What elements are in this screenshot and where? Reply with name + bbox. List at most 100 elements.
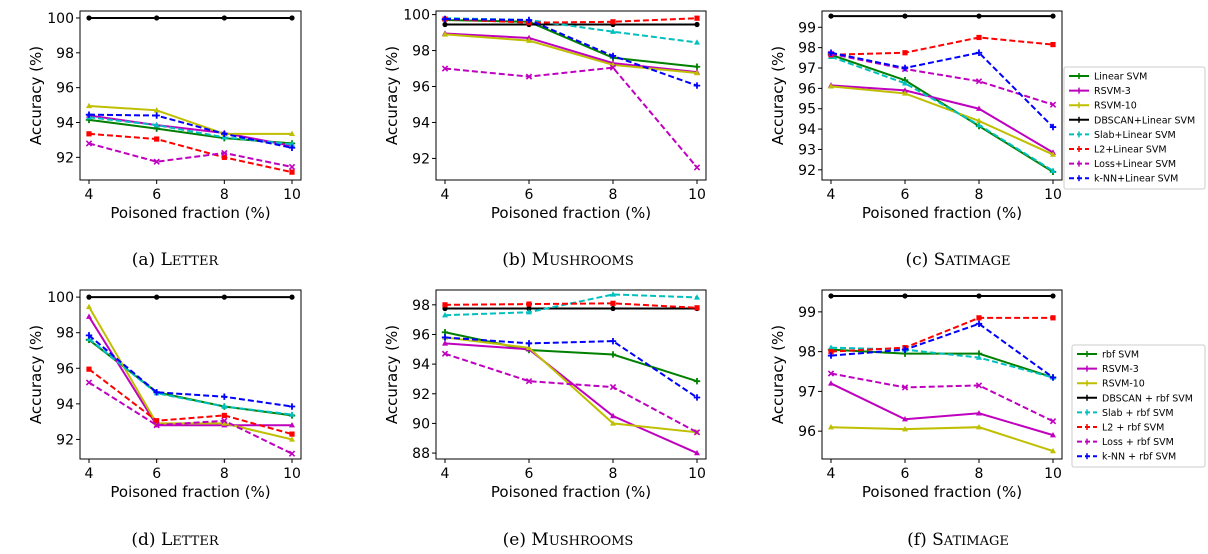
data-point-marker (902, 90, 908, 96)
x-tick-label: 4 (827, 187, 836, 203)
legend-label: L2+Linear SVM (1094, 145, 1167, 156)
series-6 (86, 131, 295, 175)
data-point-marker (1049, 101, 1057, 108)
y-tick-label: 96 (412, 327, 430, 343)
data-point-marker (153, 158, 160, 165)
data-point-marker (442, 312, 448, 318)
data-point-marker (976, 354, 982, 360)
data-point-marker (85, 111, 93, 118)
legend-entry: RSVM-10 (1077, 379, 1145, 390)
data-point-marker (976, 105, 982, 111)
legend-label: RSVM-10 (1094, 101, 1137, 112)
data-point-marker (693, 63, 701, 70)
data-point-marker (976, 315, 982, 321)
data-point-marker (1050, 13, 1056, 19)
series-7 (441, 350, 701, 436)
data-point-marker (221, 130, 228, 138)
data-point-marker (221, 420, 228, 426)
data-point-marker (86, 294, 92, 300)
series-4 (86, 15, 295, 21)
y-tick-label: 98 (56, 46, 74, 62)
data-point-marker (1049, 123, 1057, 131)
series-line (88, 316, 292, 427)
legend-box (1071, 344, 1206, 468)
y-tick-label: 94 (412, 115, 430, 131)
data-point-marker (289, 169, 295, 175)
x-tick-label: 10 (1044, 466, 1062, 482)
x-tick-label: 4 (441, 466, 450, 482)
y-tick-label: 98 (798, 41, 816, 57)
data-point-marker (976, 293, 982, 299)
data-point-marker (902, 13, 908, 19)
legend-entry: k-NN + rbf SVM (1077, 452, 1176, 463)
y-tick-label: 92 (56, 150, 74, 166)
series-line (830, 372, 1054, 423)
subplot-caption: (e) MUSHROOMS (503, 530, 634, 550)
data-point-marker (609, 351, 617, 358)
data-point-marker (693, 82, 701, 89)
series-line (444, 18, 698, 68)
legend-label: Slab+Linear SVM (1094, 130, 1176, 141)
data-point-marker (1049, 374, 1057, 381)
series-7 (85, 379, 296, 457)
plot-frame (435, 289, 707, 460)
series-line (830, 84, 1054, 154)
x-tick-label: 4 (85, 187, 94, 203)
data-point-marker (1049, 418, 1057, 425)
legend-label: DBSCAN+Linear SVM (1094, 115, 1195, 126)
subplot-3: 92 93 94 95 96 97 98 99 4 6 8 10 Poisoned fraction (… (769, 10, 1063, 270)
legend-label: Linear SVM (1094, 72, 1147, 83)
data-point-marker (975, 49, 983, 56)
y-tick-label: 98 (798, 345, 816, 361)
data-point-marker (86, 366, 92, 372)
series-line (444, 331, 698, 383)
x-axis-label: Poisoned fraction (%) (110, 204, 270, 222)
series-5 (442, 291, 700, 318)
data-point-marker (1050, 151, 1056, 157)
y-tick-label: 90 (412, 416, 430, 432)
series-line (444, 66, 698, 169)
series-3 (828, 83, 1056, 157)
series-line (444, 302, 698, 309)
legend-entry: DBSCAN+Linear SVM (1069, 115, 1195, 126)
legend-label: RSVM-3 (1094, 86, 1131, 97)
series-line (444, 336, 698, 399)
data-point-marker (610, 19, 616, 25)
data-point-marker (153, 112, 160, 119)
y-tick-label: 100 (47, 290, 74, 306)
series-1 (85, 336, 296, 419)
data-point-marker (610, 291, 616, 297)
y-tick-label: 99 (798, 305, 816, 321)
series-line (830, 316, 1053, 353)
x-tick-label: 8 (975, 187, 984, 203)
series-line (444, 342, 698, 454)
data-point-marker (901, 64, 909, 72)
data-point-marker (289, 436, 295, 442)
data-point-marker (153, 389, 160, 396)
data-point-marker (828, 344, 834, 350)
x-tick-label: 10 (688, 466, 706, 482)
y-tick-label: 93 (798, 142, 816, 158)
series-8 (85, 111, 296, 151)
y-axis-label: Accuracy (%) (383, 325, 401, 424)
series-line (88, 142, 293, 168)
legend-label: Slab + rbf SVM (1102, 408, 1174, 419)
legend-entry: Slab + rbf SVM (1077, 408, 1174, 419)
data-point-marker (976, 117, 982, 124)
plot-frame (821, 10, 1063, 181)
legend-label: DBSCAN + rbf SVM (1102, 393, 1193, 404)
y-tick-label: 92 (412, 387, 430, 403)
series-line (830, 426, 1054, 452)
data-point-marker (828, 13, 834, 19)
x-tick-label: 4 (85, 466, 94, 482)
y-axis-label: Accuracy (%) (27, 46, 45, 145)
data-point-marker (1050, 447, 1056, 454)
data-point-marker (86, 313, 92, 319)
data-point-marker (901, 384, 909, 391)
data-point-marker (694, 449, 700, 456)
data-point-marker (976, 423, 982, 430)
data-point-marker (827, 370, 835, 377)
data-point-marker (288, 144, 296, 151)
data-point-marker (827, 352, 835, 359)
